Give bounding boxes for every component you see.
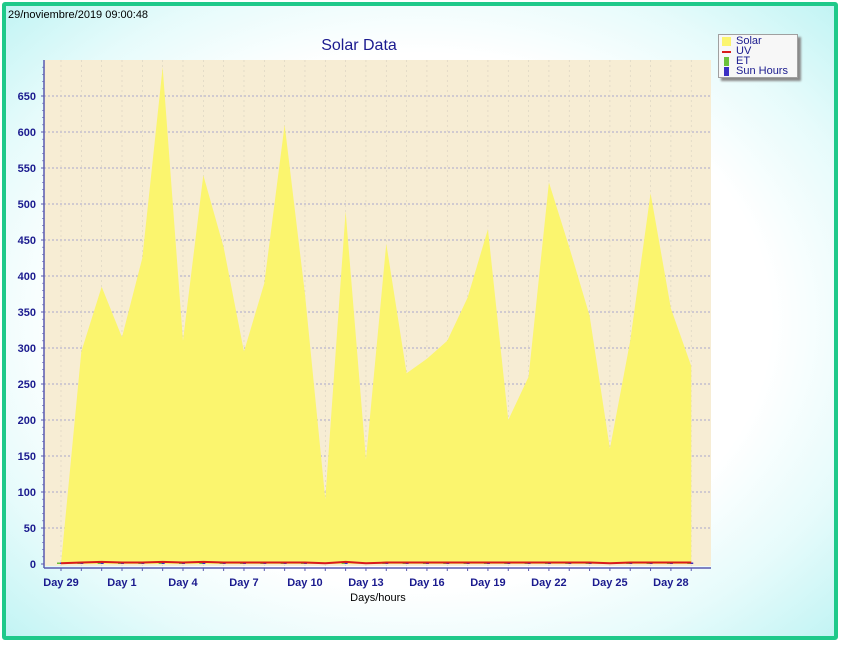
legend-label-solar: Solar (736, 35, 762, 47)
legend: Solar UV ET Sun Hours (718, 34, 798, 78)
sun-hours-bar (100, 562, 104, 564)
x-tick-label: Day 19 (470, 577, 505, 589)
x-tick-label: Day 28 (653, 577, 688, 589)
et-bar (57, 562, 60, 564)
timestamp-label: 29/noviembre/2019 09:00:48 (8, 9, 149, 21)
x-tick-label: Day 29 (43, 577, 78, 589)
chart-title: Solar Data (321, 37, 397, 54)
legend-swatch-sun-hours (724, 67, 729, 76)
y-tick-label: 500 (18, 199, 36, 211)
sun-hours-bar (344, 562, 348, 564)
y-tick-label: 600 (18, 127, 36, 139)
x-tick-label: Day 22 (531, 577, 566, 589)
legend-item-solar: Solar (719, 35, 797, 47)
legend-item-uv: UV (719, 45, 797, 57)
sun-hours-bar (202, 562, 206, 564)
axes (43, 60, 711, 569)
y-tick-label: 150 (18, 451, 36, 463)
legend-label-et: ET (736, 55, 751, 67)
x-tick-label: Day 1 (107, 577, 136, 589)
series-solar-area (61, 67, 692, 564)
y-tick-label: 550 (18, 163, 36, 175)
x-tick-label: Day 13 (348, 577, 383, 589)
y-tick-label: 450 (18, 235, 36, 247)
sun-hours-bar (161, 562, 165, 564)
legend-label-sun-hours: Sun Hours (736, 65, 788, 77)
y-tick-label: 0 (30, 559, 36, 571)
x-tick-label: Day 4 (168, 577, 198, 589)
legend-swatch-et (724, 57, 729, 66)
y-tick-label: 50 (24, 523, 36, 535)
series-uv-line (60, 560, 692, 565)
x-tick-labels: Day 29 Day 1 Day 4 Day 7 Day 10 Day 13 Day 16 D… (43, 568, 692, 589)
y-tick-label: 350 (18, 307, 36, 319)
legend-item-et: ET (719, 55, 797, 67)
y-tick-label: 100 (18, 487, 36, 499)
x-tick-label: Day 10 (287, 577, 322, 589)
x-tick-label: Day 25 (592, 577, 627, 589)
x-tick-label: Day 7 (229, 577, 258, 589)
legend-label-uv: UV (736, 45, 752, 57)
y-tick-label: 300 (18, 343, 36, 355)
y-tick-label: 400 (18, 271, 36, 283)
legend-swatch-uv (722, 51, 731, 53)
x-axis-label: Days/hours (350, 592, 406, 604)
x-tick-label: Day 16 (409, 577, 444, 589)
y-tick-label: 200 (18, 415, 36, 427)
legend-swatch-solar (722, 37, 731, 46)
legend-item-sun-hours: Sun Hours (719, 65, 797, 77)
y-tick-label: 250 (18, 379, 36, 391)
y-tick-labels: 0 50 100 150 200 250 300 350 400 450 500 550 600 650 (18, 66, 44, 571)
sun-hours-bar (690, 562, 694, 564)
y-tick-label: 650 (18, 91, 36, 103)
